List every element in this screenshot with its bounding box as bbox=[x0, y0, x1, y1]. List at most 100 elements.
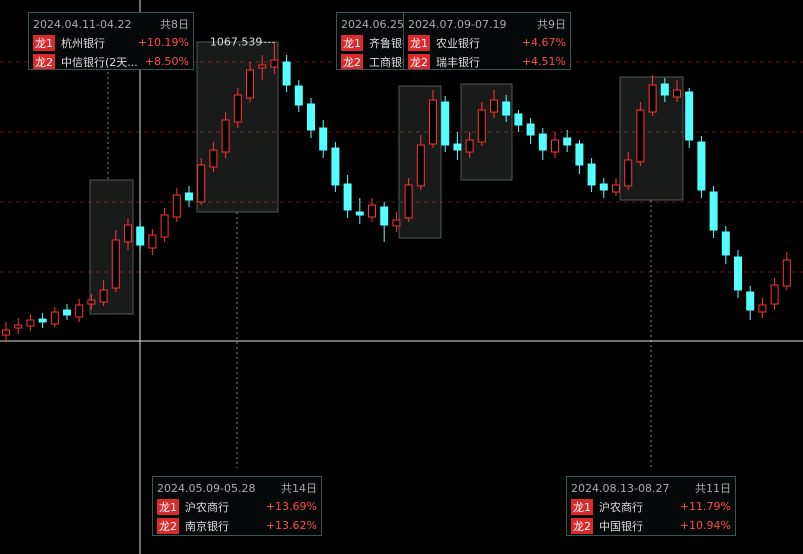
date-range: 2024.05.09-05.28 bbox=[157, 481, 256, 495]
leader-row: 龙2 中国银行 +10.94% bbox=[571, 516, 731, 535]
rank-tag: 龙1 bbox=[571, 498, 593, 515]
rank-tag: 龙2 bbox=[33, 53, 55, 69]
box-header: 2024.06.25-0 bbox=[341, 15, 415, 33]
peak-label: 1067.539 bbox=[210, 35, 263, 48]
candle-body bbox=[343, 183, 352, 211]
leader-row: 龙2 工商银行 bbox=[341, 52, 411, 69]
date-range: 2024.07.09-07.19 bbox=[408, 17, 507, 31]
zone bbox=[196, 41, 279, 213]
day-count: 共14日 bbox=[281, 482, 317, 495]
candle-body bbox=[551, 139, 559, 153]
day-count: 共11日 bbox=[695, 482, 731, 495]
candle-body bbox=[282, 61, 291, 86]
candle-body bbox=[50, 311, 59, 325]
stock-name: 中信银行(2天... bbox=[61, 55, 138, 69]
date-range: 2024.06.25-0 bbox=[341, 17, 415, 31]
change: +10.94% bbox=[679, 519, 731, 532]
candle-body bbox=[612, 184, 620, 193]
date-range: 2024.04.11-04.22 bbox=[33, 17, 132, 31]
rank-tag: 龙2 bbox=[571, 517, 593, 534]
box-header: 2024.07.09-07.19 共9日 bbox=[408, 15, 566, 33]
candle-body bbox=[599, 183, 608, 191]
candle-body bbox=[380, 206, 389, 226]
candle-body bbox=[185, 192, 193, 201]
stock-name: 中国银行 bbox=[599, 519, 643, 533]
candle-body bbox=[416, 144, 425, 187]
candle-body bbox=[490, 99, 498, 113]
candle-body bbox=[87, 299, 96, 305]
candle-body bbox=[685, 91, 694, 141]
candle-body bbox=[404, 184, 413, 219]
candle-body bbox=[514, 113, 523, 126]
candle-body bbox=[441, 101, 450, 146]
annotation-box: 2024.06.25-0 龙1 齐鲁银行 龙2 工商银行 bbox=[336, 12, 416, 70]
box-header: 2024.04.11-04.22 共8日 bbox=[33, 15, 189, 33]
zone bbox=[89, 179, 134, 315]
candle-body bbox=[648, 84, 657, 113]
rank-tag: 龙1 bbox=[341, 34, 363, 51]
leader-row: 龙2 南京银行 +13.62% bbox=[157, 516, 317, 535]
change: +4.67% bbox=[521, 36, 566, 49]
candle-body bbox=[538, 133, 547, 151]
candle-body bbox=[758, 304, 767, 313]
change: +4.51% bbox=[521, 55, 566, 68]
leader-row: 龙1 沪农商行 +11.79% bbox=[571, 497, 731, 516]
box-header: 2024.05.09-05.28 共14日 bbox=[157, 479, 317, 497]
candle-body bbox=[331, 147, 340, 186]
candle-body bbox=[209, 149, 218, 168]
candle-body bbox=[587, 163, 596, 186]
box-header: 2024.08.13-08.27 共11日 bbox=[571, 479, 731, 497]
candle-body bbox=[2, 329, 10, 336]
change: +11.79% bbox=[679, 500, 731, 513]
stock-name: 农业银行 bbox=[436, 36, 480, 50]
candle-body bbox=[746, 291, 755, 311]
candle-body bbox=[636, 109, 645, 163]
candle-body bbox=[197, 164, 206, 203]
candle-body bbox=[563, 137, 572, 146]
change: +13.62% bbox=[265, 519, 317, 532]
candle-body bbox=[734, 256, 742, 291]
change: +13.69% bbox=[265, 500, 317, 513]
stock-name: 瑞丰银行 bbox=[436, 55, 480, 69]
stock-name: 沪农商行 bbox=[185, 500, 229, 514]
candle-body bbox=[453, 143, 462, 151]
stock-name: 南京银行 bbox=[185, 519, 229, 533]
candle-body bbox=[221, 119, 230, 153]
rank-tag: 龙1 bbox=[408, 34, 430, 51]
candle-body bbox=[111, 239, 120, 289]
leader-row: 龙1 农业银行 +4.67% bbox=[408, 33, 566, 52]
candle-body bbox=[782, 259, 791, 287]
candle-body bbox=[258, 64, 267, 69]
rank-tag: 龙2 bbox=[157, 517, 179, 534]
candle-body bbox=[319, 127, 328, 151]
candle-body bbox=[136, 226, 145, 246]
annotation-box: 2024.05.09-05.28 共14日 龙1 沪农商行 +13.69% 龙2 南京银行 +… bbox=[152, 476, 322, 536]
stock-name: 工商银行 bbox=[369, 55, 411, 69]
candle-body bbox=[246, 69, 254, 99]
candle-body bbox=[502, 101, 511, 116]
candle-body bbox=[63, 309, 71, 316]
candle-body bbox=[392, 219, 401, 227]
candle-body bbox=[660, 83, 669, 96]
day-count: 共9日 bbox=[537, 18, 566, 31]
candle-body bbox=[465, 139, 474, 153]
rank-tag: 龙2 bbox=[341, 53, 363, 69]
change: +8.50% bbox=[144, 55, 189, 68]
zone bbox=[460, 83, 513, 181]
leader-row: 龙2 瑞丰银行 +4.51% bbox=[408, 52, 566, 69]
candle-body bbox=[38, 318, 47, 323]
candle-body bbox=[770, 284, 779, 305]
candle-body bbox=[172, 194, 181, 218]
candle-body bbox=[75, 304, 84, 318]
rank-tag: 龙1 bbox=[33, 34, 55, 51]
leader-row: 龙1 沪农商行 +13.69% bbox=[157, 497, 317, 516]
candle-body bbox=[26, 319, 35, 327]
rank-tag: 龙2 bbox=[408, 53, 430, 69]
day-count: 共8日 bbox=[160, 18, 189, 31]
candle-body bbox=[368, 204, 376, 218]
annotation-box: 2024.08.13-08.27 共11日 龙1 沪农商行 +11.79% 龙2 中国银行 +… bbox=[566, 476, 736, 536]
candle-body bbox=[721, 231, 730, 256]
candle-body bbox=[99, 289, 108, 303]
candle-body bbox=[160, 214, 169, 238]
